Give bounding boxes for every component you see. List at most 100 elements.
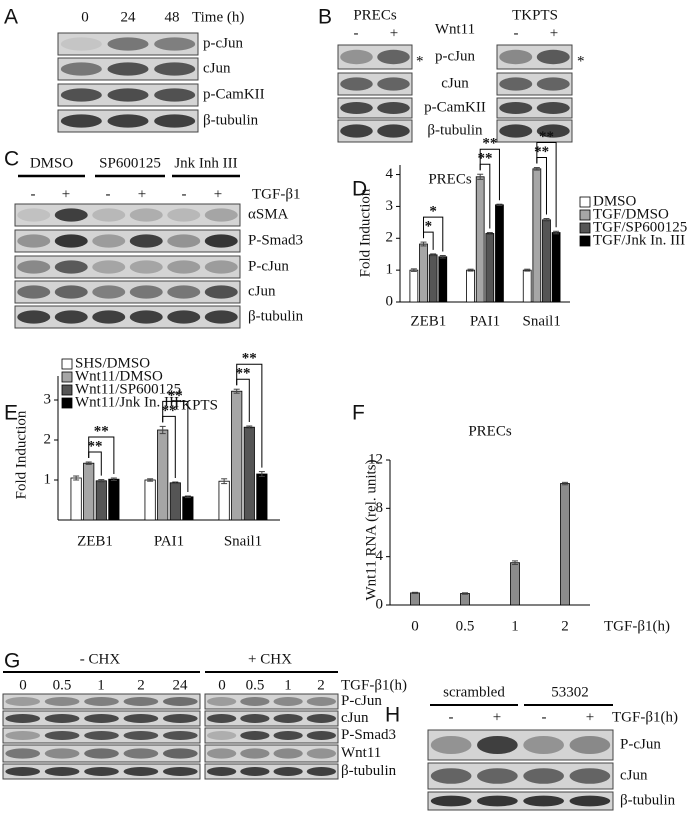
band [536, 77, 570, 91]
band [44, 731, 80, 740]
band [167, 234, 201, 248]
significance-bracket [88, 436, 115, 474]
band [44, 714, 80, 723]
y-axis-label: Fold Induction [13, 410, 29, 499]
treatment-label: TGF-β1(h) [341, 677, 407, 693]
band [154, 88, 196, 102]
band [17, 208, 51, 222]
bar [182, 496, 194, 521]
band [340, 49, 373, 65]
bar [70, 477, 82, 521]
band [129, 260, 163, 274]
lane-label: 24 [173, 677, 189, 693]
bar [532, 168, 542, 303]
y-axis-label: Fold Induction [357, 188, 373, 277]
bar [542, 219, 551, 303]
band [123, 697, 159, 706]
band [340, 124, 373, 138]
band [204, 260, 238, 274]
y-tick-label: 4 [386, 166, 394, 182]
legend-label: Wnt11/SP600125 [75, 381, 181, 397]
x-tick-label: PAI1 [470, 313, 500, 329]
band [123, 748, 159, 759]
row-label: Wnt11 [341, 745, 381, 761]
row-label: P-Smad3 [341, 727, 396, 743]
row-label: β-tubulin [203, 112, 259, 128]
band [536, 124, 570, 138]
legend-label: Wnt11/Jnk In. III [75, 394, 179, 410]
panel-letter: C [4, 148, 19, 171]
band [44, 767, 80, 776]
band [92, 234, 126, 248]
bar [419, 243, 428, 303]
band [162, 731, 198, 740]
row-label: p-cJun [435, 48, 475, 64]
bar [144, 479, 156, 521]
x-tick-label: 1 [511, 618, 519, 634]
error-bar [553, 230, 560, 235]
y-tick-label: 2 [44, 431, 52, 447]
error-bar [420, 241, 427, 247]
blot-strip [2, 693, 201, 710]
row-label: p-CamKII [203, 86, 265, 102]
error-bar [562, 481, 568, 486]
group-label: SP600125 [99, 155, 161, 171]
band [204, 234, 238, 248]
band [154, 37, 196, 51]
band [430, 736, 472, 754]
group-label: - CHX [80, 651, 121, 667]
band [523, 768, 564, 784]
band [273, 748, 303, 759]
band [377, 77, 410, 91]
lane-label: 1 [284, 677, 292, 693]
bar [466, 269, 475, 303]
band [54, 234, 88, 248]
band [167, 208, 201, 222]
band [273, 697, 303, 706]
legend-label: TGF/SP600125 [593, 219, 687, 235]
lane-label: 24 [121, 9, 137, 25]
legend-swatch [61, 358, 73, 370]
band [84, 767, 119, 776]
lane-label: 0 [81, 9, 89, 25]
chart-title: PRECs [468, 423, 512, 439]
band [5, 714, 41, 723]
band [123, 714, 159, 723]
row-label: cJun [248, 283, 276, 299]
legend-swatch [61, 397, 73, 409]
band [154, 114, 196, 128]
y-tick-label: 1 [386, 262, 394, 278]
error-bar [147, 478, 154, 482]
blot-strip [204, 763, 339, 780]
band [154, 62, 196, 76]
band [306, 767, 337, 776]
panel-letter: D [352, 178, 367, 201]
x-tick-label: 0.5 [456, 618, 475, 634]
x-tick-label: ZEB1 [410, 313, 446, 329]
error-bar [524, 268, 531, 272]
row-label: cJun [620, 767, 648, 783]
band [84, 714, 119, 723]
blot-strip [427, 729, 614, 761]
group-label: Jnk Inh III [174, 155, 237, 171]
group-label: scrambled [443, 684, 505, 700]
error-bar [85, 461, 92, 465]
lane-header: Time (h) [192, 9, 244, 25]
band [306, 731, 337, 740]
row-label: cJun [441, 75, 469, 91]
lane-label: - [31, 186, 36, 202]
band [162, 748, 198, 759]
band [306, 697, 337, 706]
band [204, 208, 238, 222]
significance-label: ** [236, 366, 251, 382]
row-label: P-cJun [341, 693, 382, 709]
lane-label: + [493, 709, 501, 725]
band [240, 714, 270, 723]
band [107, 114, 149, 128]
row-label: P-cJun [248, 258, 289, 274]
band [523, 795, 564, 807]
band [340, 102, 373, 114]
panel-letter: F [352, 402, 365, 425]
lane-label: - [106, 186, 111, 202]
